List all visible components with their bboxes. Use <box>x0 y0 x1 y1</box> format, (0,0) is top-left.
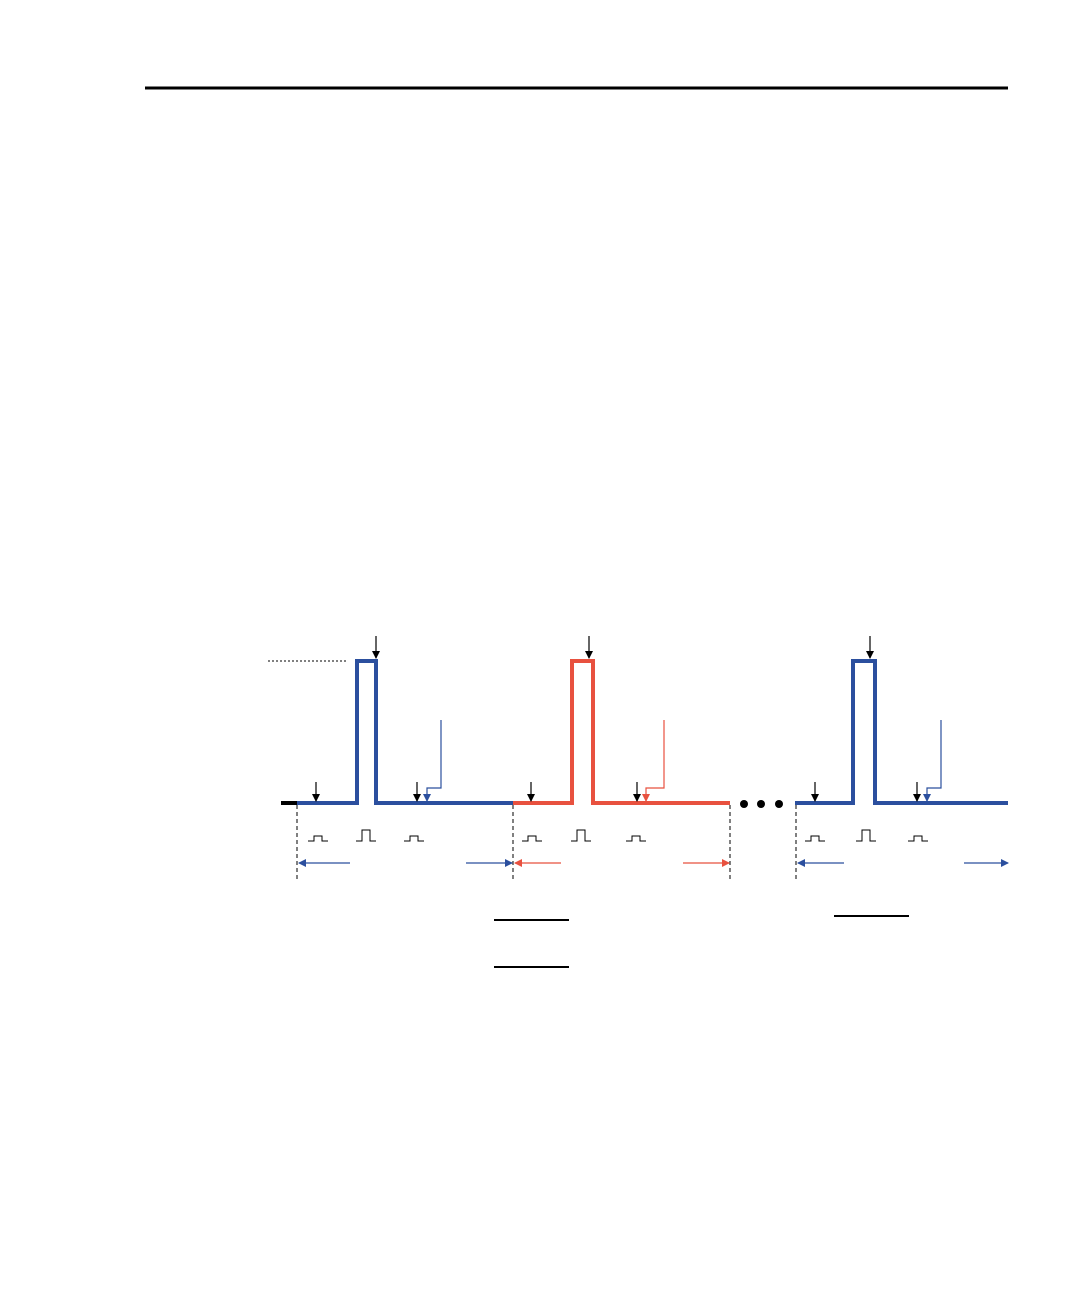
black-arrows <box>312 636 921 802</box>
pulse-train-1 <box>297 659 513 805</box>
period-bounds <box>296 805 797 882</box>
pulse-train-2 <box>513 659 730 805</box>
ellipsis <box>740 800 783 808</box>
bent-arrow <box>642 720 665 802</box>
bent-arrow <box>923 720 942 802</box>
pulse-train-3 <box>795 659 1008 805</box>
bent-arrow <box>423 720 442 802</box>
underlines <box>494 915 909 968</box>
pulse-icons <box>308 829 928 842</box>
